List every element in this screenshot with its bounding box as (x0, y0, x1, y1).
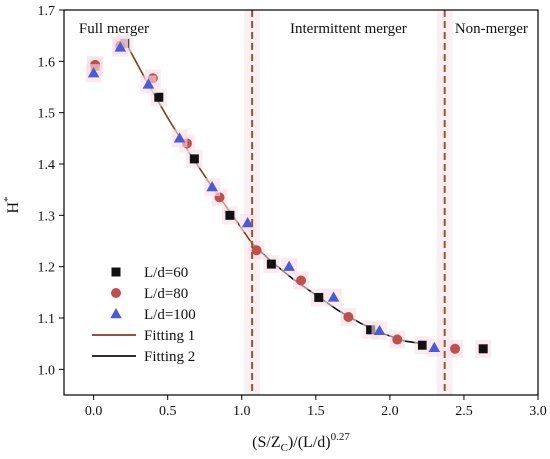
region-label-2: Intermittent merger (290, 21, 407, 37)
y-tick-label: 1.7 (38, 4, 56, 19)
x-tick-label: 3.0 (529, 404, 547, 419)
x-tick-label: 2.5 (455, 404, 473, 419)
data-point-3-2 (114, 41, 127, 52)
y-tick-label: 1.0 (38, 363, 56, 378)
data-point-2-7 (296, 275, 306, 286)
legend-label-5: Fitting 2 (144, 349, 195, 365)
data-markers (85, 34, 492, 358)
axes: 0.0 0.5 1.0 1.5 2.0 2.5 3.0 1.0 1.1 1.2 1.3 1.4 1.5 1… (38, 4, 547, 419)
region-label-1: Full merger (79, 21, 149, 37)
data-point-3-3 (142, 78, 155, 89)
data-point-1-8 (366, 325, 376, 335)
x-axis-label-base: (S/Z (252, 434, 280, 451)
data-point-3-7 (283, 260, 295, 271)
legend-label-1: L/d=60 (144, 265, 188, 281)
legend-marker-2 (111, 288, 121, 298)
y-tick-label: 1.3 (38, 209, 56, 224)
legend-label-4: Fitting 1 (144, 328, 195, 344)
legend-label-3: L/d=100 (144, 307, 196, 323)
data-point-2-9 (392, 334, 403, 345)
region-dividers (251, 10, 446, 395)
data-point-1-3 (154, 92, 164, 102)
data-point-3-10 (428, 341, 441, 352)
x-axis-label-sup: 0.27 (331, 431, 351, 443)
y-tick-label: 1.1 (38, 312, 56, 327)
x-tick-label: 0.0 (85, 404, 103, 419)
region-label-3: Non-merger (455, 21, 528, 37)
legend-marker-3 (110, 308, 122, 319)
y-tick-label: 1.6 (38, 55, 56, 70)
data-point-3-8 (327, 291, 340, 302)
data-point-1-4 (189, 154, 199, 164)
data-point-2-10 (450, 343, 461, 354)
x-tick-label: 0.5 (159, 404, 177, 419)
x-axis-label: (S/ZC)/(L/d)0.27 (252, 431, 350, 454)
data-point-2-6 (251, 245, 262, 256)
x-tick-label: 1.5 (307, 404, 325, 419)
data-point-3-4 (173, 132, 186, 143)
x-tick-label: 1.0 (233, 404, 251, 419)
data-point-3-6 (241, 217, 254, 228)
x-axis-label-mid: )/(L/d) (288, 434, 331, 451)
y-axis-label: H* (2, 196, 22, 213)
plot-frame (63, 9, 539, 396)
y-axis-label-base: H (5, 202, 22, 214)
x-tick-label: 2.0 (381, 404, 399, 419)
legend-label-2: L/d=80 (144, 286, 188, 302)
data-point-1-10 (478, 344, 488, 354)
y-tick-label: 1.2 (38, 261, 56, 276)
data-point-3-9 (373, 324, 386, 336)
data-point-1-5 (225, 210, 235, 220)
data-point-2-8 (343, 311, 354, 322)
y-axis-label-sup: * (2, 196, 14, 202)
data-point-3-1 (87, 67, 100, 78)
data-point-1-9 (417, 340, 427, 350)
legend-marker-1 (111, 267, 121, 277)
data-point-3-5 (206, 181, 218, 192)
data-point-1-6 (266, 259, 276, 269)
region-labels: Full merger Intermittent merger Non-merger (79, 21, 528, 37)
legend: L/d=60 L/d=80 L/d=100 Fitting 1 Fitting 2 (92, 265, 196, 365)
y-tick-label: 1.5 (38, 107, 56, 122)
data-point-1-7 (314, 292, 324, 302)
x-axis-label-sub: C (281, 442, 288, 454)
y-tick-label: 1.4 (38, 158, 56, 173)
